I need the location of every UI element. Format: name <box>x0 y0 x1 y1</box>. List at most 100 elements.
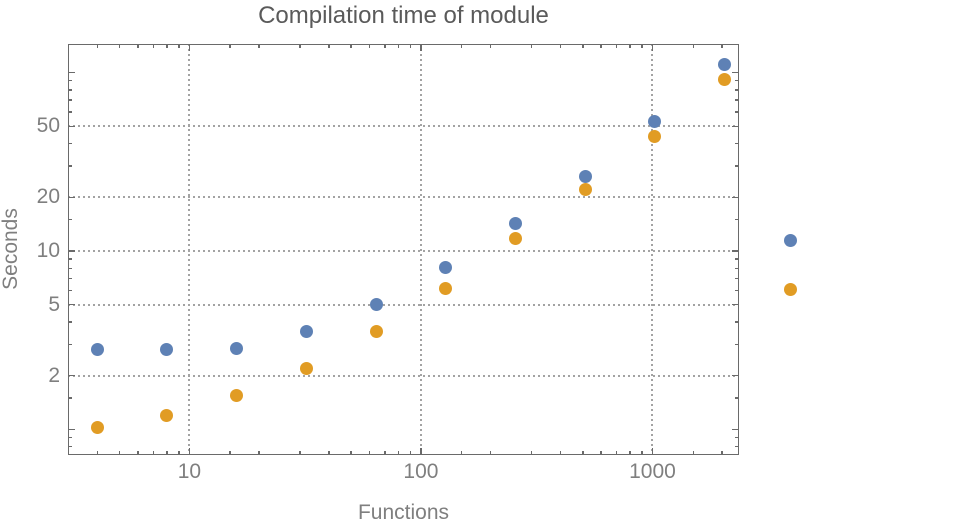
x-tick-500 <box>582 451 584 455</box>
x-tick-800 <box>629 44 631 48</box>
tick-layer <box>68 44 739 455</box>
y-tick-label-10: 10 <box>36 239 60 262</box>
x-tick-4 <box>96 44 98 48</box>
y-tick-8 <box>68 267 72 270</box>
y-tick-0.8 <box>735 445 739 448</box>
data-point-series-2-orange-x512 <box>578 183 592 197</box>
x-tick-20 <box>258 44 260 48</box>
data-point-series-2-orange-x128 <box>439 281 453 295</box>
x-tick-1000 <box>651 448 654 455</box>
x-tick-4 <box>96 451 98 455</box>
x-tick-30 <box>299 44 301 48</box>
y-tick-1.5 <box>68 397 72 399</box>
x-tick-15 <box>229 44 231 48</box>
x-tick-80 <box>397 44 400 48</box>
y-tick-label-20: 20 <box>36 185 60 209</box>
x-tick-150 <box>460 44 463 48</box>
y-tick-30 <box>735 165 739 167</box>
y-tick-90 <box>68 79 72 82</box>
x-tick-8 <box>166 451 168 455</box>
gridline-x-10 <box>188 44 191 455</box>
data-point-series-1-blue-x32 <box>299 324 313 338</box>
y-tick-4 <box>735 321 739 323</box>
data-point-series-1-blue-x1024 <box>648 115 662 129</box>
y-tick-30 <box>68 165 72 167</box>
grid-layer <box>68 44 739 455</box>
y-tick-40 <box>68 142 72 145</box>
gridline-y-5 <box>68 303 739 306</box>
y-tick-1 <box>68 428 75 431</box>
x-tick-900 <box>641 451 643 455</box>
plot-area <box>68 44 739 455</box>
x-tick-200 <box>489 44 492 48</box>
y-tick-8 <box>735 267 739 270</box>
x-tick-300 <box>530 451 533 455</box>
y-tick-20 <box>68 196 75 199</box>
x-tick-500 <box>582 44 584 48</box>
y-tick-5 <box>68 303 75 306</box>
x-tick-70 <box>384 451 386 455</box>
x-tick-700 <box>615 44 618 48</box>
y-tick-100 <box>68 71 75 74</box>
y-tick-80 <box>735 89 739 91</box>
y-tick-60 <box>68 111 72 113</box>
data-point-series-1-blue-x4 <box>90 343 104 357</box>
x-tick-200 <box>489 451 492 455</box>
x-tick-1500 <box>692 44 694 48</box>
x-tick-10 <box>188 448 191 455</box>
y-tick-6 <box>68 289 72 292</box>
y-tick-20 <box>732 196 739 199</box>
x-tick-20 <box>258 451 260 455</box>
x-tick-40 <box>328 451 330 455</box>
y-tick-80 <box>68 89 72 91</box>
y-tick-1 <box>732 428 739 431</box>
x-tick-300 <box>530 44 533 48</box>
data-point-series-1-blue-x512 <box>578 170 592 184</box>
x-tick-100 <box>420 44 422 51</box>
x-tick-7 <box>152 451 155 455</box>
data-point-series-1-blue-x128 <box>439 260 453 274</box>
data-point-series-2-orange-x16 <box>230 388 244 402</box>
x-tick-70 <box>384 44 386 48</box>
y-tick-6 <box>735 289 739 292</box>
x-tick-8 <box>166 44 168 48</box>
data-point-series-2-orange-x32 <box>299 361 313 375</box>
y-tick-100 <box>732 71 739 74</box>
y-tick-2 <box>732 374 739 377</box>
y-tick-label-2: 2 <box>48 363 60 387</box>
gridline-y-50 <box>68 125 739 128</box>
data-point-series-2-orange-x64 <box>369 324 383 338</box>
x-tick-90 <box>409 44 412 48</box>
y-tick-0.9 <box>735 436 739 439</box>
x-tick-60 <box>368 451 371 455</box>
x-tick-9 <box>178 451 180 455</box>
gridline-x-100 <box>419 44 422 455</box>
y-tick-9 <box>68 258 72 260</box>
x-tick-40 <box>328 44 330 48</box>
chart-title: Compilation time of module <box>258 2 549 29</box>
plot-frame <box>68 44 739 455</box>
x-tick-label-10: 10 <box>177 460 202 483</box>
y-tick-0.8 <box>68 445 72 448</box>
y-tick-3 <box>735 343 739 346</box>
series-1-marker <box>784 234 797 247</box>
x-tick-100 <box>420 448 422 455</box>
x-tick-400 <box>559 44 562 48</box>
gridline-x-1000 <box>651 44 654 455</box>
y-tick-0.9 <box>68 436 72 439</box>
x-tick-label-1000: 1000 <box>629 460 676 483</box>
y-tick-70 <box>68 99 72 101</box>
data-point-series-1-blue-x256 <box>508 217 522 231</box>
data-point-series-2-orange-x1024 <box>648 129 662 143</box>
y-tick-50 <box>732 125 739 128</box>
x-axis-label: Functions <box>357 501 450 524</box>
y-tick-7 <box>68 277 72 280</box>
x-tick-150 <box>460 451 463 455</box>
data-point-series-2-orange-x4 <box>90 420 104 434</box>
x-tick-6 <box>137 451 139 455</box>
y-tick-50 <box>68 125 75 128</box>
points-layer <box>68 44 739 455</box>
x-tick-600 <box>600 451 602 455</box>
data-point-series-1-blue-x8 <box>160 343 174 357</box>
y-tick-15 <box>735 218 739 221</box>
